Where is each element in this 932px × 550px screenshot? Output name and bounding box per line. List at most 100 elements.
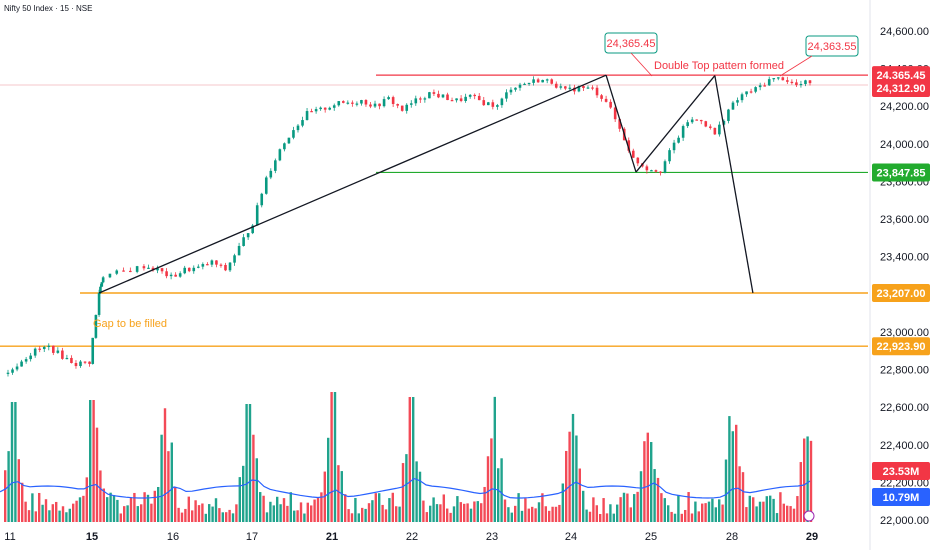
x-tick-label: 15	[86, 531, 98, 543]
candle-body	[387, 97, 390, 100]
volume-bar	[167, 451, 170, 522]
volume-bar	[75, 500, 78, 522]
volume-bar	[228, 509, 231, 522]
volume-bar	[146, 494, 150, 522]
volume-bar	[779, 492, 782, 522]
candle-body	[758, 85, 762, 88]
volume-bar	[639, 471, 643, 522]
volume-bar	[157, 486, 160, 522]
volume-bar	[333, 392, 337, 522]
volume-bar	[310, 505, 313, 522]
volume-bar	[636, 491, 639, 522]
candle-body	[360, 100, 363, 104]
volume-bar	[106, 497, 109, 522]
volume-bar	[480, 503, 483, 522]
candle-body	[33, 348, 37, 356]
volume-bar	[58, 510, 61, 522]
candle-body	[745, 91, 748, 95]
x-tick-label: 16	[167, 531, 179, 543]
volume-bar	[371, 500, 374, 522]
volume-bar	[27, 510, 31, 522]
volume-bar	[667, 505, 670, 522]
candle-body	[604, 98, 608, 102]
candle-body	[174, 274, 177, 277]
gap-level-badge	[872, 337, 930, 356]
candle-body	[482, 100, 486, 106]
x-tick-label: 29	[806, 531, 818, 543]
volume-bar	[514, 505, 517, 522]
volume-bar	[306, 502, 309, 522]
volume-bar	[745, 507, 748, 522]
neckline-badge	[872, 163, 930, 182]
volume-bar	[633, 494, 636, 522]
volume-bar	[150, 503, 153, 522]
target-badge	[872, 283, 930, 302]
candle-body	[373, 103, 377, 107]
volume-bar	[527, 508, 530, 522]
x-tick-label: 22	[406, 531, 418, 543]
volume-bar	[758, 501, 762, 522]
volume-bar	[493, 396, 496, 522]
volume-bar	[582, 490, 585, 522]
candle-body	[446, 94, 449, 101]
volume-bar	[231, 513, 235, 522]
volume-bar	[650, 442, 653, 522]
candle-body	[210, 260, 214, 265]
volume-bar	[14, 402, 17, 522]
volume-bar	[61, 506, 65, 522]
candle-body	[165, 271, 168, 277]
volume-bar	[622, 492, 626, 522]
y-tick-label: 23,400.00	[880, 252, 929, 264]
candle-body	[206, 264, 209, 266]
candle-body	[15, 366, 19, 370]
volume-bar	[605, 513, 609, 522]
peak1-pointer	[630, 52, 653, 77]
candle-body	[74, 363, 78, 367]
gap-level-badge-text: 22,923.90	[877, 341, 926, 353]
volume-bar	[748, 495, 751, 522]
volume-bar	[544, 506, 547, 522]
volume-bar	[541, 493, 544, 522]
volume-bar	[337, 465, 340, 522]
volume-bar	[782, 503, 785, 522]
volume-bar	[51, 504, 54, 522]
volume-bar	[721, 504, 724, 522]
volume-bar	[697, 511, 700, 522]
volume-bar	[439, 504, 442, 522]
volume-bar	[673, 513, 677, 522]
candle-body	[135, 266, 139, 272]
symbol-title: Nifty 50 Index · 15 · NSE	[4, 4, 93, 13]
candle-body	[428, 92, 431, 99]
candle-body	[99, 286, 102, 293]
volume-bar	[551, 506, 554, 522]
volume-bar	[272, 505, 275, 522]
candle-body	[42, 346, 46, 350]
candle-body	[709, 126, 712, 128]
candle-body	[772, 78, 776, 80]
candle-body	[314, 109, 318, 112]
volume-bar	[565, 450, 568, 522]
volume-bar	[316, 497, 320, 522]
candle-body	[24, 359, 28, 362]
volume-bar	[677, 494, 680, 522]
candle-body	[224, 264, 227, 271]
volume-bar	[531, 506, 534, 522]
gap-label: Gap to be filled	[93, 318, 167, 330]
candle-body	[246, 233, 250, 238]
candle-body	[713, 127, 717, 135]
candle-body	[52, 345, 55, 353]
candle-body	[296, 125, 300, 131]
candle-body	[509, 89, 513, 93]
volume-bar	[354, 497, 357, 522]
volume-bar	[775, 513, 779, 522]
candle-body	[618, 119, 621, 129]
candle-body	[523, 83, 526, 86]
candle-body	[808, 80, 812, 84]
candle-body	[654, 170, 658, 172]
volume-bar	[418, 471, 422, 522]
candle-body	[405, 104, 409, 111]
volume-bar	[401, 463, 405, 522]
volume-bar	[653, 469, 656, 522]
peak2-pointer	[779, 55, 813, 77]
